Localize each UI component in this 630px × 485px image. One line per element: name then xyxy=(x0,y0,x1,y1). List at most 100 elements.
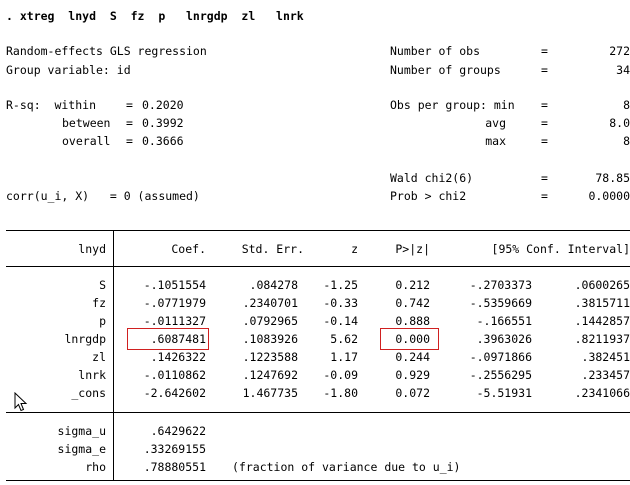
row-ci-lo: -.0971866 xyxy=(469,350,532,364)
table-top-rule xyxy=(6,230,630,231)
sigma-u-value: .6429622 xyxy=(150,424,206,438)
header-coef: Coef. xyxy=(171,242,206,256)
row-ci-lo: -5.51931 xyxy=(476,386,532,400)
row-ci-hi: .3815711 xyxy=(574,296,630,310)
table-header-rule xyxy=(6,266,630,267)
row-se: .1247692 xyxy=(242,368,298,382)
row-coef: -.1051554 xyxy=(143,278,206,292)
table-column-divider xyxy=(113,230,114,480)
row-coef: .1426322 xyxy=(150,350,206,364)
wald-eq: = xyxy=(541,171,548,185)
row-var: S xyxy=(99,278,106,292)
rsq-between-value: 0.3992 xyxy=(142,116,184,130)
nobs-value: 272 xyxy=(609,44,630,58)
obs-avg-label: avg xyxy=(485,116,506,130)
row-ci-hi: .2341066 xyxy=(574,386,630,400)
prob-label: Prob > chi2 xyxy=(390,189,467,203)
obs-min-value: 8 xyxy=(623,98,630,112)
row-z: -0.33 xyxy=(323,296,358,310)
rsq-within-value: 0.2020 xyxy=(142,98,184,112)
nobs-eq: = xyxy=(541,44,548,58)
rsq-overall-value: 0.3666 xyxy=(142,134,184,148)
obs-max-eq: = xyxy=(541,134,548,148)
ngroups-label: Number of groups xyxy=(390,63,501,77)
obs-avg-value: 8.0 xyxy=(609,116,630,130)
wald-value: 78.85 xyxy=(595,171,630,185)
obs-min-eq: = xyxy=(541,98,548,112)
sigma-e-label: sigma_e xyxy=(57,442,106,456)
header-p: P>|z| xyxy=(395,242,430,256)
row-se: .1083926 xyxy=(242,332,298,346)
header-se: Std. Err. xyxy=(241,242,304,256)
header-ci: [95% Conf. Interval] xyxy=(491,242,630,256)
rsq-overall-eq: = xyxy=(126,134,133,148)
header-z: z xyxy=(351,242,358,256)
row-ci-hi: .233457 xyxy=(581,368,630,382)
row-se: .0792965 xyxy=(242,314,298,328)
row-ci-lo: -.2556295 xyxy=(469,368,532,382)
row-var: lnrgdp xyxy=(64,332,106,346)
row-se: .1223588 xyxy=(242,350,298,364)
prob-eq: = xyxy=(541,189,548,203)
rsq-overall-label: overall xyxy=(62,134,111,148)
row-coef: .6087481 xyxy=(150,332,206,346)
row-se: 1.467735 xyxy=(242,386,298,400)
row-var: _cons xyxy=(71,386,106,400)
ngroups-value: 34 xyxy=(616,63,630,77)
ngroups-eq: = xyxy=(541,63,548,77)
row-z: -1.25 xyxy=(323,278,358,292)
row-p: 0.929 xyxy=(395,368,430,382)
group-variable: Group variable: id xyxy=(6,63,131,77)
row-p: 0.072 xyxy=(395,386,430,400)
obs-max-label: max xyxy=(485,134,506,148)
row-coef: -.0771979 xyxy=(143,296,206,310)
row-z: -1.80 xyxy=(323,386,358,400)
table-sigma-rule xyxy=(6,412,630,413)
coef-highlight-box xyxy=(127,328,209,350)
rsq-within-label: R-sq: within xyxy=(6,98,97,112)
row-ci-hi: .382451 xyxy=(581,350,630,364)
row-z: -0.14 xyxy=(323,314,358,328)
row-p: 0.000 xyxy=(395,332,430,346)
row-p: 0.888 xyxy=(395,314,430,328)
row-coef: -.0111327 xyxy=(143,314,206,328)
regression-title: Random-effects GLS regression xyxy=(6,44,207,58)
rho-label: rho xyxy=(85,460,106,474)
row-var: p xyxy=(99,314,106,328)
row-p: 0.742 xyxy=(395,296,430,310)
obs-min-label: Obs per group: min xyxy=(390,98,515,112)
row-se: .084278 xyxy=(249,278,298,292)
header-depvar: lnyd xyxy=(78,242,106,256)
rsq-within-eq: = xyxy=(126,98,133,112)
mouse-pointer-icon xyxy=(14,392,28,412)
row-coef: -.0110862 xyxy=(143,368,206,382)
row-z: 1.17 xyxy=(330,350,358,364)
rho-note: (fraction of variance due to u_i) xyxy=(232,460,461,474)
row-ci-hi: .0600265 xyxy=(574,278,630,292)
row-coef: -2.642602 xyxy=(143,386,206,400)
command-line: . xtreg lnyd S fz p lnrgdp zl lnrk xyxy=(6,9,304,23)
sigma-e-value: .33269155 xyxy=(143,442,206,456)
wald-label: Wald chi2(6) xyxy=(390,171,474,185)
row-ci-lo: -.5359669 xyxy=(469,296,532,310)
row-ci-lo: -.2703373 xyxy=(469,278,532,292)
row-var: zl xyxy=(92,350,106,364)
row-p: 0.244 xyxy=(395,350,430,364)
rsq-between-label: between xyxy=(62,116,111,130)
row-z: 5.62 xyxy=(330,332,358,346)
row-ci-hi: .8211937 xyxy=(574,332,630,346)
obs-max-value: 8 xyxy=(623,134,630,148)
row-ci-lo: -.166551 xyxy=(476,314,532,328)
nobs-label: Number of obs xyxy=(390,44,481,58)
obs-avg-eq: = xyxy=(541,116,548,130)
sigma-u-label: sigma_u xyxy=(57,424,106,438)
rho-value: .78880551 xyxy=(143,460,206,474)
prob-value: 0.0000 xyxy=(588,189,630,203)
pvalue-highlight-box xyxy=(380,328,439,350)
row-se: .2340701 xyxy=(242,296,298,310)
row-ci-hi: .1442857 xyxy=(574,314,630,328)
rsq-between-eq: = xyxy=(126,116,133,130)
row-p: 0.212 xyxy=(395,278,430,292)
row-var: fz xyxy=(92,296,106,310)
corr-line: corr(u_i, X) = 0 (assumed) xyxy=(6,189,200,203)
